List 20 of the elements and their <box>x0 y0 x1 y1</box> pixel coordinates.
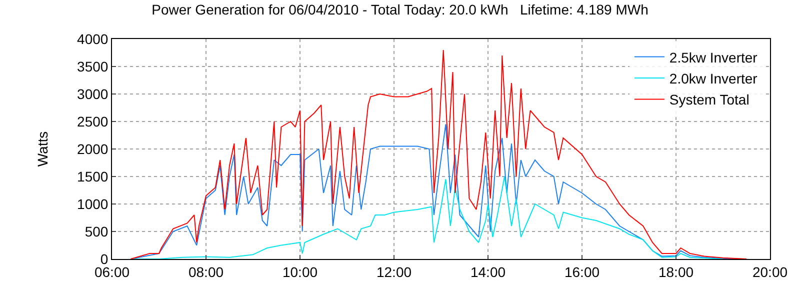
x-tick-label: 08:00 <box>188 264 224 280</box>
y-tick-label: 1500 <box>77 168 108 184</box>
y-tick-label: 2500 <box>77 113 108 130</box>
chart-title: Power Generation for 06/04/2010 - Total Today: 20.0 kWh Lifetime: 4.189 MWh <box>152 1 648 18</box>
y-axis-title: Watts <box>34 131 51 167</box>
y-tick-label: 500 <box>84 223 108 240</box>
y-tick-label: 2000 <box>77 140 108 157</box>
x-tick-label: 10:00 <box>282 264 318 280</box>
x-tick-label: 14:00 <box>470 264 506 280</box>
legend-label: 2.0kw Inverter <box>669 70 758 86</box>
y-tick-label: 4000 <box>77 30 108 47</box>
x-tick-label: 16:00 <box>564 264 600 280</box>
x-tick-label: 12:00 <box>376 264 412 280</box>
x-tick-label: 18:00 <box>658 264 694 280</box>
y-tick-label: 3500 <box>77 58 108 74</box>
y-tick-label: 1000 <box>77 196 108 212</box>
legend-label: System Total <box>669 92 750 108</box>
x-tick-label: 20:00 <box>752 264 788 280</box>
y-tick-label: 3000 <box>77 86 108 102</box>
legend-label: 2.5kw Inverter <box>669 49 758 66</box>
